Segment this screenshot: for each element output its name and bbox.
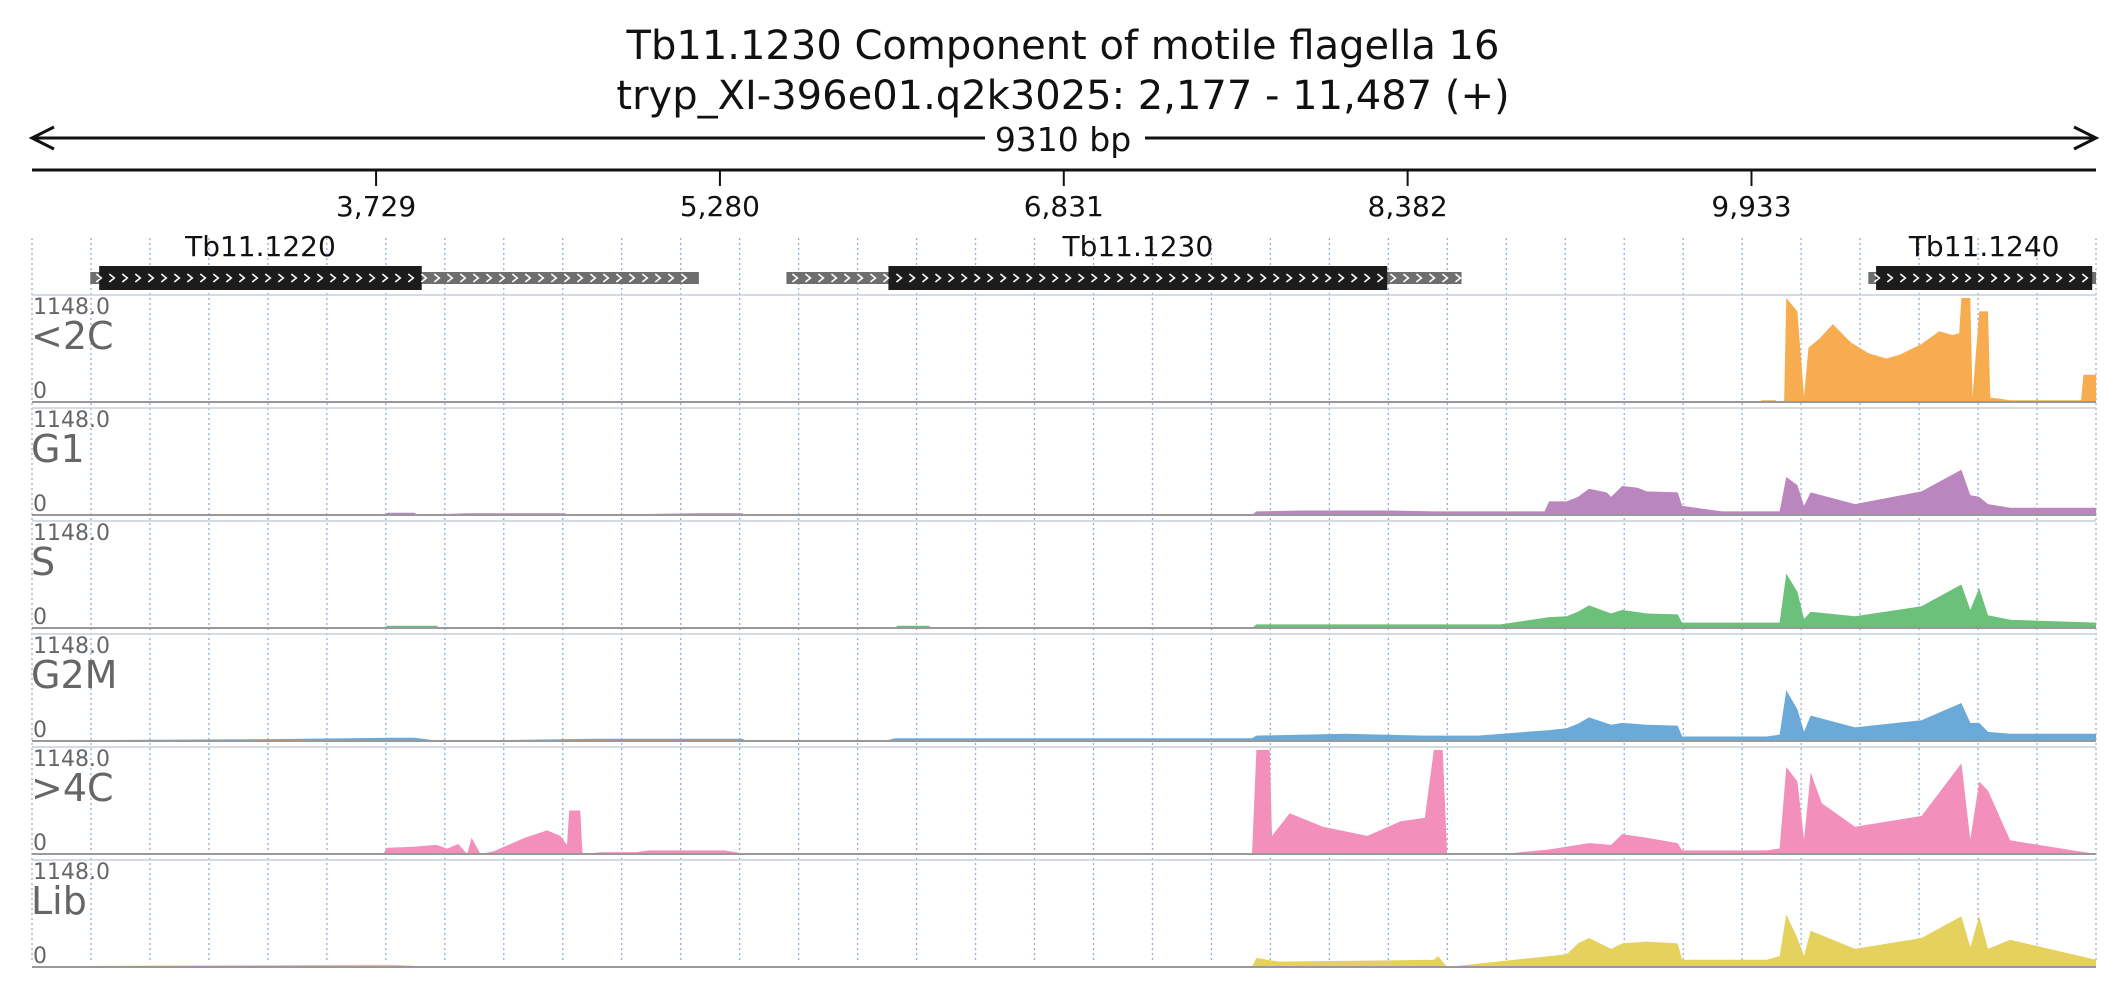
track-ymax-label: 1148.0 (33, 295, 110, 320)
track-ymin-label: 0 (33, 379, 47, 404)
gene-track: Tb11.1220 Tb11.1230 Tb11.1240 (90, 230, 2096, 290)
coverage-area (32, 690, 2096, 741)
span-label: 9310 bp (995, 120, 1131, 159)
track-name-label: Lib (31, 879, 87, 923)
gene-label: Tb11.1230 (1061, 230, 1213, 263)
track-ymax-label: 1148.0 (33, 408, 110, 433)
coverage-area (32, 914, 2096, 967)
chart-title: Tb11.1230 Component of motile flagella 1… (626, 23, 1500, 69)
track-name-label: >4C (31, 766, 114, 810)
ruler-tick-label: 8,382 (1368, 190, 1448, 223)
strand-arrows-icon (1873, 273, 2089, 283)
ruler-tick-label: 9,933 (1711, 190, 1791, 223)
coordinate-ruler: 3,729 5,280 6,831 8,382 9,933 (32, 168, 2096, 223)
chart-subtitle: tryp_XI-396e01.q2k3025: 2,177 - 11,487 (… (616, 73, 1510, 119)
track-ymin-label: 0 (33, 718, 47, 743)
grid-lines (31, 238, 2097, 962)
track-ymax-label: 1148.0 (33, 634, 110, 659)
track-ymin-label: 0 (33, 944, 47, 969)
track-name-label: G2M (31, 653, 117, 697)
coverage-tracks: 1148.00<2C1148.00G11148.00S1148.00G2M114… (31, 294, 2096, 969)
track-name-label: G1 (31, 427, 85, 471)
coverage-area (32, 298, 2096, 402)
ruler-tick-label: 5,280 (680, 190, 760, 223)
gene-label: Tb11.1240 (1908, 230, 2060, 263)
ruler-tick-label: 3,729 (336, 190, 416, 223)
ruler-tick-label: 6,831 (1024, 190, 1104, 223)
span-indicator: 9310 bp (28, 120, 2100, 159)
track-name-label: S (31, 540, 55, 584)
track-ymin-label: 0 (33, 605, 47, 630)
track-ymax-label: 1148.0 (33, 521, 110, 546)
track-ymin-label: 0 (33, 831, 47, 856)
strand-arrows-icon (95, 273, 688, 283)
track-ymin-label: 0 (33, 492, 47, 517)
gene-label: Tb11.1220 (184, 230, 336, 263)
coverage-area (32, 750, 2096, 854)
track-ymax-label: 1148.0 (33, 860, 110, 885)
span-arrow-left-icon (28, 125, 55, 151)
coverage-area (32, 573, 2096, 628)
coverage-area (32, 469, 2096, 515)
track-ymax-label: 1148.0 (33, 747, 110, 772)
span-arrow-right-icon (2073, 125, 2100, 151)
strand-arrows-icon (791, 273, 1462, 283)
track-name-label: <2C (31, 314, 114, 358)
gene-cds-bar (888, 266, 1388, 290)
